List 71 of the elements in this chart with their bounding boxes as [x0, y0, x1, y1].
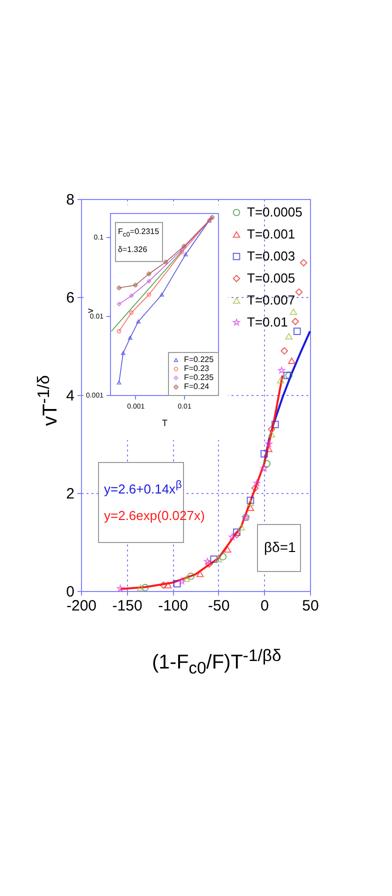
point	[228, 533, 236, 540]
y-axis-title: v	[85, 308, 95, 313]
point	[204, 558, 211, 565]
x-tick-label: -150	[112, 598, 142, 614]
point	[272, 420, 279, 428]
point	[196, 570, 204, 578]
legend-label: T=0.005	[247, 270, 296, 286]
x-axis-title: T	[162, 418, 168, 428]
point	[178, 578, 186, 584]
x-axis-title: (1-F$_{c0}$/F)T$^{-1/βδ}$	[152, 646, 282, 678]
point	[206, 560, 213, 568]
point	[280, 347, 288, 355]
point	[246, 496, 254, 504]
point	[224, 546, 232, 553]
y-tick-label: 2	[66, 486, 74, 502]
legend-label: T=0.01	[247, 314, 288, 330]
point	[268, 430, 276, 438]
point	[238, 524, 245, 531]
point	[277, 377, 284, 384]
point	[263, 460, 271, 468]
annotation: y=2.6exp(0.027x)	[104, 508, 205, 523]
legend-label: T=0.001	[247, 226, 296, 242]
point	[219, 553, 227, 560]
x-tick-label: -50	[208, 598, 230, 614]
y-tick-label: 0	[66, 584, 74, 600]
annotation: y=2.6+0.14x$^{β}$	[104, 479, 182, 496]
point	[233, 528, 240, 536]
point	[300, 259, 308, 266]
point	[246, 500, 254, 506]
legend-label: F=0.24	[184, 382, 210, 391]
point	[187, 572, 195, 580]
legend-label: F=0.23	[184, 364, 210, 373]
point	[285, 332, 293, 340]
point	[251, 484, 259, 492]
annotation: F$_{c0}$=0.2315	[118, 227, 160, 240]
point	[174, 580, 181, 588]
legend-label: T=0.007	[247, 292, 296, 308]
point	[214, 556, 222, 562]
point	[160, 581, 168, 589]
point	[265, 440, 272, 448]
point	[233, 530, 240, 538]
point	[268, 426, 276, 433]
point	[260, 464, 268, 472]
y-tick-label: 8	[66, 192, 74, 208]
x-tick-label: -100	[158, 598, 188, 614]
point	[136, 584, 144, 591]
point	[292, 318, 300, 326]
point	[116, 584, 124, 592]
point	[141, 584, 149, 592]
x-tick-label: -200	[66, 598, 97, 614]
annotation: δ=1.326	[118, 245, 148, 254]
legend-label: T=0.003	[247, 248, 296, 264]
point	[164, 582, 172, 588]
x-tick-label: 0	[260, 598, 269, 614]
point	[288, 357, 296, 364]
point	[290, 308, 298, 315]
legend-label: T=0.0005	[247, 204, 302, 220]
point	[253, 480, 260, 486]
point	[278, 366, 286, 374]
annotation: βδ=1	[264, 539, 296, 555]
legend-label: F=0.235	[184, 373, 214, 382]
point	[265, 446, 272, 452]
legend-label: F=0.225	[184, 355, 214, 364]
point	[260, 450, 268, 458]
point	[294, 328, 301, 335]
x-tick-label: 50	[302, 598, 319, 614]
point	[182, 576, 190, 582]
point	[295, 288, 303, 296]
point	[210, 555, 218, 563]
y-tick-label: 6	[66, 290, 74, 306]
y-tick-label: 4	[66, 388, 74, 404]
